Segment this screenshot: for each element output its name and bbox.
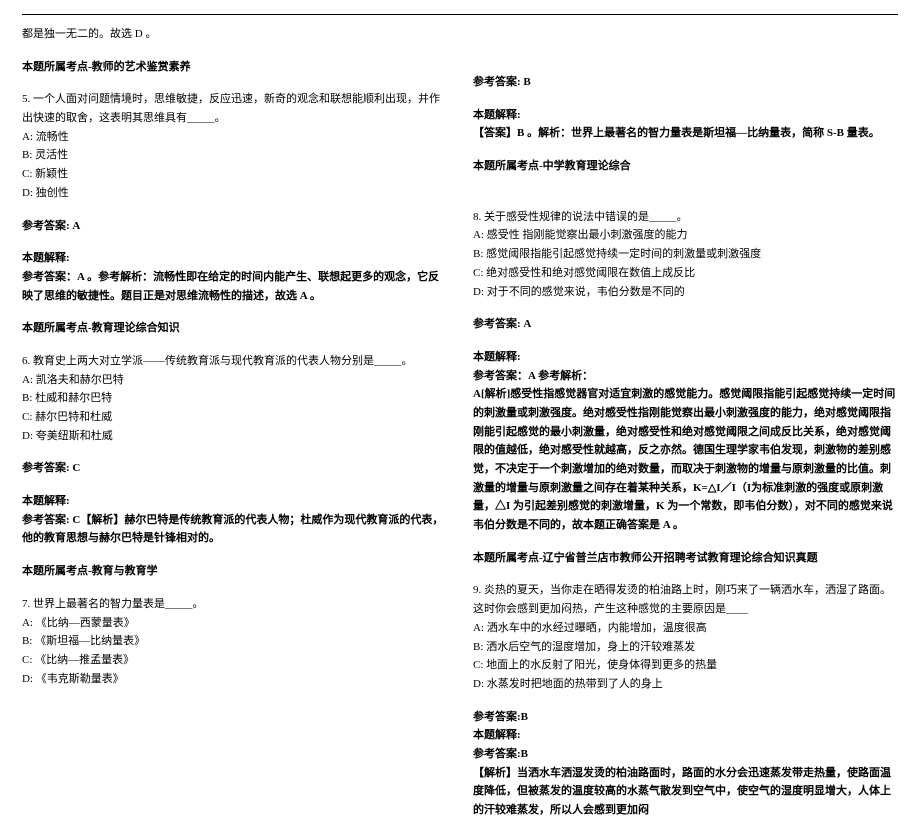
q5-answer-label: 参考答案: A bbox=[22, 217, 447, 236]
intro-text: 都是独一无二的。故选 D 。 bbox=[22, 25, 447, 44]
q8-opt-b: B: 感觉阈限指能引起感觉持续一定时间的刺激量或刺激强度 bbox=[473, 245, 898, 264]
q6-topic: 本题所属考点-教育与教育学 bbox=[22, 562, 447, 581]
q5-stem: 5. 一个人面对问题情境时，思维敏捷，反应迅速，新奇的观念和联想能顺利出现，并作… bbox=[22, 90, 447, 127]
q6-explanation: 本题解释: 参考答案: C【解析】赫尔巴特是传统教育派的代表人物；杜威作为现代教… bbox=[22, 492, 447, 548]
page-root: 都是独一无二的。故选 D 。 本题所属考点-教师的艺术鉴赏素养 5. 一个人面对… bbox=[0, 0, 920, 820]
q8-topic: 本题所属考点-辽宁省普兰店市教师公开招聘考试教育理论综合知识真题 bbox=[473, 549, 898, 568]
q5-opt-d: D: 独创性 bbox=[22, 184, 447, 203]
question-9: 9. 炎热的夏天，当你走在晒得发烫的柏油路上时，刚巧来了一辆洒水车，洒湿了路面。… bbox=[473, 581, 898, 693]
q7-explanation: 本题解释: 【答案】B 。解析：世界上最著名的智力量表是斯坦福—比纳量表，简称 … bbox=[473, 106, 898, 143]
q7-topic: 本题所属考点-中学教育理论综合 bbox=[473, 157, 898, 176]
q6-opt-a: A: 凯洛夫和赫尔巴特 bbox=[22, 371, 447, 390]
q5-opt-b: B: 灵活性 bbox=[22, 146, 447, 165]
q9-exp-text: 【解析】当洒水车洒湿发烫的柏油路面时，路面的水分会迅速蒸发带走热量，使路面温度降… bbox=[473, 764, 898, 820]
top-rule bbox=[22, 14, 898, 15]
q9-exp-label: 本题解释: bbox=[473, 726, 898, 745]
q6-exp-label: 本题解释: bbox=[22, 492, 447, 511]
q9-stem: 9. 炎热的夏天，当你走在晒得发烫的柏油路上时，刚巧来了一辆洒水车，洒湿了路面。… bbox=[473, 581, 898, 618]
q8-exp-label: 本题解释: bbox=[473, 348, 898, 367]
q8-opt-a: A: 感受性 指刚能觉察出最小刺激强度的能力 bbox=[473, 226, 898, 245]
q5-opt-c: C: 新颖性 bbox=[22, 165, 447, 184]
question-8: 8. 关于感受性规律的说法中错误的是_____。 A: 感受性 指刚能觉察出最小… bbox=[473, 208, 898, 301]
q8-explanation: 本题解释: 参考答案：A 参考解析： A[解析]感受性指感觉器官对适宜刺激的感觉… bbox=[473, 348, 898, 535]
q8-exp-text: A[解析]感受性指感觉器官对适宜刺激的感觉能力。感觉阈限指能引起感觉持续一定时间… bbox=[473, 385, 898, 535]
q7-exp-text: 【答案】B 。解析：世界上最著名的智力量表是斯坦福—比纳量表，简称 S-B 量表… bbox=[473, 124, 898, 143]
q6-exp-text: 参考答案: C【解析】赫尔巴特是传统教育派的代表人物；杜威作为现代教育派的代表，… bbox=[22, 511, 447, 548]
spacer bbox=[473, 25, 898, 73]
topic-line: 本题所属考点-教师的艺术鉴赏素养 bbox=[22, 58, 447, 77]
q5-explanation: 本题解释: 参考答案：A 。参考解析：流畅性即在给定的时间内能产生、联想起更多的… bbox=[22, 249, 447, 305]
q5-exp-label: 本题解释: bbox=[22, 249, 447, 268]
question-7: 7. 世界上最著名的智力量表是_____。 A: 《比纳—西蒙量表》 B: 《斯… bbox=[22, 595, 447, 688]
q7-opt-a: A: 《比纳—西蒙量表》 bbox=[22, 614, 447, 633]
q8-stem: 8. 关于感受性规律的说法中错误的是_____。 bbox=[473, 208, 898, 227]
q5-opt-a: A: 流畅性 bbox=[22, 128, 447, 147]
q6-opt-b: B: 杜威和赫尔巴特 bbox=[22, 389, 447, 408]
q7-opt-b: B: 《斯坦福—比纳量表》 bbox=[22, 632, 447, 651]
question-5: 5. 一个人面对问题情境时，思维敏捷，反应迅速，新奇的观念和联想能顺利出现，并作… bbox=[22, 90, 447, 202]
q9-answer-label: 参考答案:B bbox=[473, 708, 898, 727]
q9-opt-b: B: 洒水后空气的湿度增加，身上的汗较难蒸发 bbox=[473, 638, 898, 657]
intro-fragment: 都是独一无二的。故选 D 。 bbox=[22, 25, 447, 44]
q5-topic: 本题所属考点-教育理论综合知识 bbox=[22, 319, 447, 338]
q8-opt-d: D: 对于不同的感觉来说，韦伯分数是不同的 bbox=[473, 283, 898, 302]
q9-ans-line: 参考答案:B bbox=[473, 745, 898, 764]
q7-opt-c: C: 《比纳—推孟量表》 bbox=[22, 651, 447, 670]
q7-stem: 7. 世界上最著名的智力量表是_____。 bbox=[22, 595, 447, 614]
right-column: 参考答案: B 本题解释: 【答案】B 。解析：世界上最著名的智力量表是斯坦福—… bbox=[473, 25, 898, 820]
left-column: 都是独一无二的。故选 D 。 本题所属考点-教师的艺术鉴赏素养 5. 一个人面对… bbox=[22, 25, 447, 820]
spacer bbox=[473, 190, 898, 208]
q5-exp-text: 参考答案：A 。参考解析：流畅性即在给定的时间内能产生、联想起更多的观念，它反映… bbox=[22, 268, 447, 305]
two-column-layout: 都是独一无二的。故选 D 。 本题所属考点-教师的艺术鉴赏素养 5. 一个人面对… bbox=[22, 25, 898, 820]
q9-answer-block: 参考答案:B 本题解释: 参考答案:B 【解析】当洒水车洒湿发烫的柏油路面时，路… bbox=[473, 708, 898, 820]
q8-opt-c: C: 绝对感受性和绝对感觉阈限在数值上成反比 bbox=[473, 264, 898, 283]
q9-opt-d: D: 水蒸发时把地面的热带到了人的身上 bbox=[473, 675, 898, 694]
q8-ans-line: 参考答案：A 参考解析： bbox=[473, 367, 898, 386]
q7-opt-d: D: 《韦克斯勒量表》 bbox=[22, 670, 447, 689]
question-6: 6. 教育史上两大对立学派——传统教育派与现代教育派的代表人物分别是_____。… bbox=[22, 352, 447, 445]
q6-stem: 6. 教育史上两大对立学派——传统教育派与现代教育派的代表人物分别是_____。 bbox=[22, 352, 447, 371]
q7-answer-label: 参考答案: B bbox=[473, 73, 898, 92]
q6-opt-d: D: 夸美纽斯和杜威 bbox=[22, 427, 447, 446]
q7-exp-label: 本题解释: bbox=[473, 106, 898, 125]
q9-opt-c: C: 地面上的水反射了阳光，使身体得到更多的热量 bbox=[473, 656, 898, 675]
q8-answer-label: 参考答案: A bbox=[473, 315, 898, 334]
q6-answer-label: 参考答案: C bbox=[22, 459, 447, 478]
q6-opt-c: C: 赫尔巴特和杜威 bbox=[22, 408, 447, 427]
q9-opt-a: A: 洒水车中的水经过曝晒，内能增加，温度很高 bbox=[473, 619, 898, 638]
